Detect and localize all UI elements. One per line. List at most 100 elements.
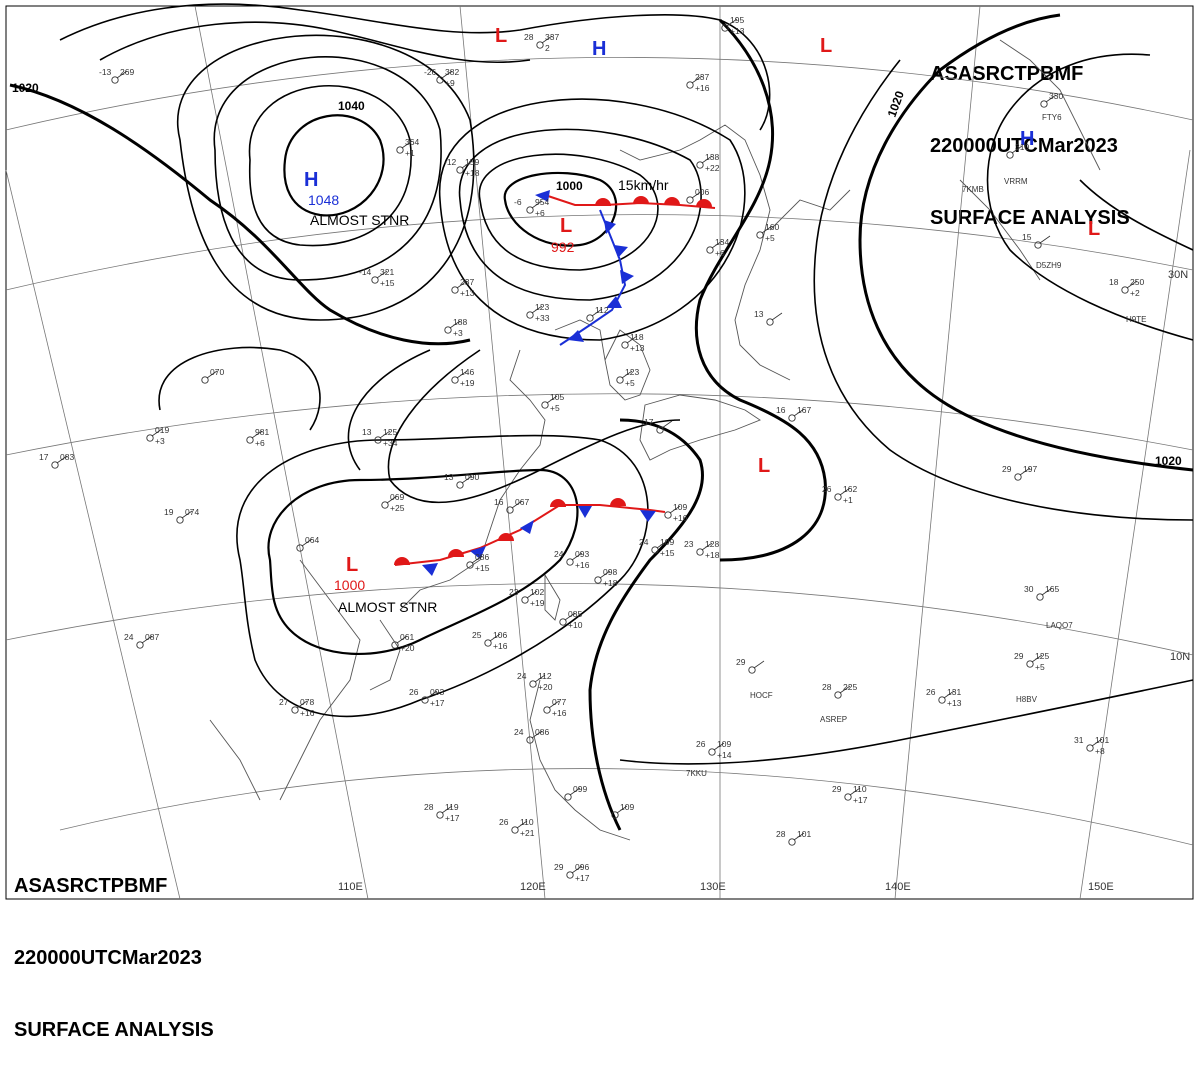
wind-barb (793, 832, 805, 841)
station-circle (436, 76, 444, 84)
station-plot: 086+15 (466, 552, 490, 573)
station-tendency: 2 (545, 43, 550, 53)
wind-barb (711, 240, 723, 249)
station-tendency: +6 (535, 208, 545, 218)
wind-barb (569, 787, 581, 796)
station-plot: 26 110+21 (499, 817, 535, 838)
station-temperature: 30 (1024, 584, 1034, 594)
station-tendency: +1 (405, 148, 415, 158)
isobar (267, 468, 579, 656)
station-temperature: 25 (472, 630, 482, 640)
station-plot: 24 093+16 (554, 549, 590, 570)
isobar (478, 153, 659, 271)
station-pressure: 310 (1015, 142, 1029, 152)
wind-barb (534, 674, 546, 683)
station-circle (788, 838, 796, 846)
movement-note: ALMOST STNR (310, 212, 409, 228)
station-pressure: 131 (947, 687, 961, 697)
station-plot: 23 102+19 (509, 587, 545, 608)
station-plot: 16 067 (494, 497, 529, 514)
station-circle (484, 639, 492, 647)
low-center: L (495, 25, 507, 47)
station-pressure: 195 (730, 15, 744, 25)
cold-front-triangles (422, 506, 656, 576)
central-pressure: 1000 (334, 577, 365, 593)
station-circle (1034, 241, 1042, 249)
wind-barb (661, 420, 673, 429)
station-tendency: +18 (465, 168, 480, 178)
station-pressure: 077 (552, 697, 566, 707)
station-circle (1014, 473, 1022, 481)
station-plot: 069+25 (381, 492, 405, 513)
warm-front-semicircles (394, 498, 626, 565)
isobar (176, 34, 475, 321)
station-temperature: 16 (776, 405, 786, 415)
wind-barb (1031, 654, 1043, 663)
station-plot: -14 321+15 (359, 267, 395, 288)
station-temperature: 29 (832, 784, 842, 794)
station-plot: -13 269 (99, 67, 134, 84)
map-header-top-right: ASASRCTPBMF 220000UTCMar2023 SURFACE ANA… (930, 14, 1185, 254)
station-plot: 195+13 (721, 15, 745, 36)
station-temperature: 24 (514, 727, 524, 737)
station-pressure: 237 (460, 277, 474, 287)
station-pressure: 321 (380, 267, 394, 277)
station-temperature: 24 (554, 549, 564, 559)
station-temperature: 29 (1002, 464, 1012, 474)
central-pressure: 1048 (308, 192, 339, 208)
station-temperature: -26 (424, 67, 437, 77)
station-plot: 310 (1006, 142, 1029, 159)
station-tendency: +13 (460, 288, 475, 298)
wind-barb (449, 320, 461, 329)
station-tendency: +17 (430, 698, 445, 708)
wind-barb (943, 690, 955, 699)
wind-barb (548, 700, 560, 709)
station-circle (721, 24, 729, 32)
station-plot: 109 (611, 802, 634, 819)
station-circle (686, 196, 694, 204)
station-pressure: 019 (155, 425, 169, 435)
station-pressure: 250 (1130, 277, 1144, 287)
longitude-label: 150E (1088, 881, 1114, 893)
station-circle (594, 576, 602, 584)
station-pressure: 125 (383, 427, 397, 437)
latitude-label: 10N (1170, 651, 1190, 663)
station-circle (176, 516, 184, 524)
coastlines (209, 39, 1101, 841)
station-tendency: +6 (255, 438, 265, 448)
station-plot: 26 162+1 (822, 484, 857, 505)
station-plot: 16 167 (776, 405, 811, 422)
wind-barb (771, 312, 783, 321)
station-plot: 17 083 (39, 452, 74, 469)
station-circle (421, 696, 429, 704)
station-tendency: +34 (383, 438, 398, 448)
station-pressure: 112 (595, 305, 609, 315)
station-pressure: 083 (60, 452, 74, 462)
station-circle (696, 161, 704, 169)
parallel-line (5, 214, 1194, 291)
wind-barb (1011, 145, 1023, 154)
station-plot: 364+1 (396, 137, 419, 158)
station-tendency: +17 (853, 795, 868, 805)
station-circle (1036, 593, 1044, 601)
isobar (813, 59, 1194, 521)
wind-barb (616, 805, 628, 814)
station-tendency: +13 (947, 698, 962, 708)
station-tendency: +16 (673, 513, 688, 523)
wind-barb (456, 280, 468, 289)
station-circle (521, 596, 529, 604)
station-circle (541, 401, 549, 409)
station-circle (506, 506, 514, 514)
station-pressure: 070 (210, 367, 224, 377)
station-pressure: 165 (1045, 584, 1059, 594)
header-word: 220000UTC (14, 947, 122, 969)
station-plot: 098+18 (594, 567, 618, 588)
station-tendency: +20 (400, 643, 415, 653)
wind-barb (793, 408, 805, 417)
coastline (604, 329, 651, 401)
wind-barb (296, 700, 308, 709)
station-pressure: 064 (305, 535, 319, 545)
central-pressure: 992 (551, 239, 575, 255)
station-pressure: 160 (765, 222, 779, 232)
wind-barb (531, 305, 543, 314)
